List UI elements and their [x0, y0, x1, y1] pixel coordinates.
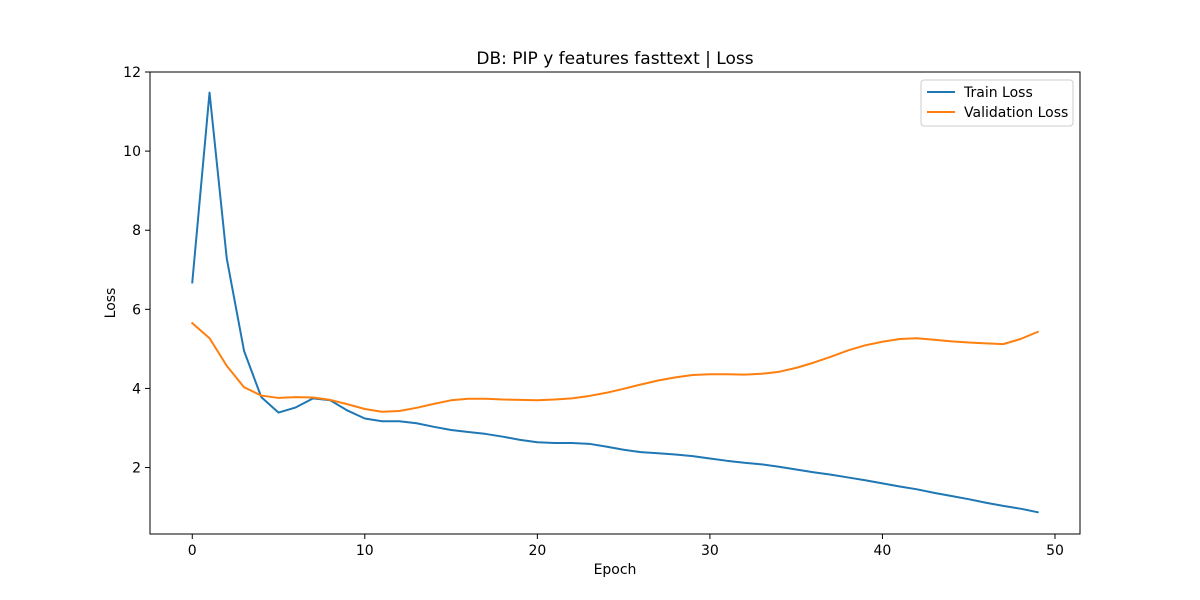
axes-frame: [149, 71, 1081, 535]
y-tick-label: 6: [132, 302, 141, 318]
x-tick-label: 20: [528, 543, 546, 559]
y-axis-label: Loss: [103, 288, 119, 319]
legend-label: Validation Loss: [964, 105, 1068, 121]
plot-area: 0 10 20 30 40 50 2 4 6 8 10 12: [123, 65, 1081, 559]
x-tick-label: 50: [1046, 543, 1064, 559]
y-tick-label: 8: [132, 223, 141, 239]
y-tick-label: 12: [123, 65, 141, 81]
x-tick-label: 0: [188, 543, 197, 559]
y-tick-label: 10: [123, 144, 141, 160]
x-tick-label: 30: [701, 543, 719, 559]
x-tick-label: 10: [356, 543, 374, 559]
series-line-validation-loss: [190, 321, 1040, 413]
chart-title: DB: PIP y features fasttext | Loss: [476, 49, 753, 69]
x-axis-label: Epoch: [594, 562, 637, 578]
x-tick-label: 40: [874, 543, 892, 559]
y-tick-label: 2: [132, 461, 141, 477]
series-line-train-loss: [191, 91, 1039, 514]
legend: Train Loss Validation Loss: [920, 79, 1074, 127]
legend-label: Train Loss: [963, 85, 1033, 101]
y-tick-label: 4: [132, 381, 141, 397]
legend-box: [920, 79, 1074, 127]
